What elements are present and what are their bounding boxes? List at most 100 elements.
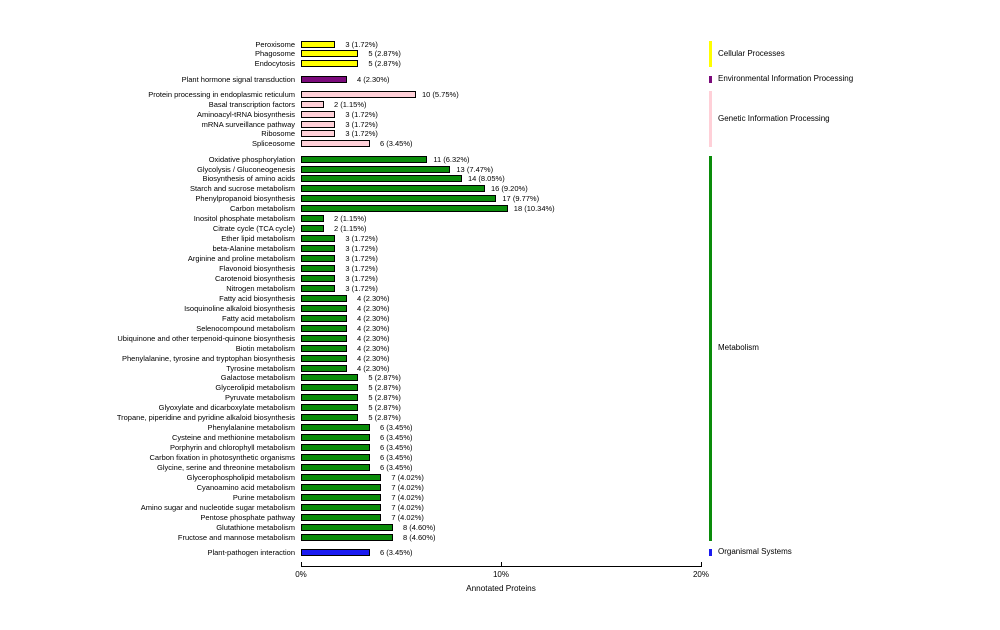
- pathway-bar: [301, 384, 359, 392]
- pathway-bar: [301, 274, 336, 282]
- pathway-label: Protein processing in endoplasmic reticu…: [148, 89, 295, 99]
- bar-value-label: 4 (2.30%): [357, 323, 390, 333]
- pathway-bar: [301, 120, 336, 128]
- pathway-bar: [301, 40, 336, 48]
- pathway-bar: [301, 255, 336, 263]
- bar-value-label: 7 (4.02%): [391, 512, 424, 522]
- x-axis-tick-0: [300, 561, 302, 568]
- pathway-bar: [301, 265, 336, 273]
- pathway-bar: [301, 493, 382, 501]
- pathway-label: Carbon fixation in photosynthetic organi…: [149, 453, 296, 463]
- pathway-label: Carotenoid biosynthesis: [214, 273, 295, 283]
- pathway-label: Cysteine and methionine metabolism: [172, 433, 295, 443]
- pathway-bar: [301, 324, 347, 332]
- bar-value-label: 3 (1.72%): [345, 119, 378, 129]
- pathway-label: Glutathione metabolism: [216, 522, 295, 532]
- pathway-label: Inositol phosphate metabolism: [193, 214, 295, 224]
- pathway-bar: [301, 503, 382, 511]
- pathway-bar: [301, 155, 428, 163]
- pathway-bar: [301, 235, 336, 243]
- bar-value-label: 17 (9.77%): [502, 194, 540, 204]
- pathway-bar: [301, 533, 393, 541]
- pathway-bar: [301, 464, 370, 472]
- pathway-bar: [301, 523, 393, 531]
- category-group-5: Plant-pathogen interaction 6 (3.45%) Organ…: [0, 547, 1000, 557]
- pathway-label: Endocytosis: [254, 59, 295, 69]
- bar-value-label: 7 (4.02%): [391, 502, 424, 512]
- x-axis-title: Annotated Proteins: [466, 584, 536, 593]
- x-tick-label-0: 0%: [295, 570, 307, 579]
- pathway-bar: [301, 434, 370, 442]
- pathway-label: Isoquinoline alkaloid biosynthesis: [184, 303, 295, 313]
- bar-value-label: 8 (4.60%): [403, 532, 436, 542]
- bar-value-label: 4 (2.30%): [357, 293, 390, 303]
- pathway-bar: [301, 394, 359, 402]
- bar-value-label: 6 (3.45%): [380, 433, 413, 443]
- pathway-label: Selenocompound metabolism: [196, 323, 295, 333]
- category-group-1: Peroxisome 3 (1.72%) Phagosome 5 (2.87%) End…: [0, 39, 1000, 69]
- legend-label: Environmental Information Processing: [718, 74, 854, 84]
- bar-value-label: 3 (1.72%): [345, 283, 378, 293]
- legend-label: Metabolism: [718, 343, 759, 353]
- pathway-label: Biotin metabolism: [235, 343, 295, 353]
- pathway-bar: [301, 90, 416, 98]
- pathway-bar: [301, 304, 347, 312]
- pathway-label: Glycolysis / Gluconeogenesis: [197, 164, 295, 174]
- pathway-bar: [301, 294, 347, 302]
- bar-value-label: 6 (3.45%): [380, 139, 413, 149]
- pathway-bar: [301, 414, 359, 422]
- bar-value-label: 3 (1.72%): [345, 264, 378, 274]
- bar-value-label: 4 (2.30%): [357, 353, 390, 363]
- pathway-label: Phenylalanine metabolism: [207, 423, 295, 433]
- legend-line: [709, 40, 712, 68]
- bar-value-label: 5 (2.87%): [368, 49, 401, 59]
- pathway-bar: [301, 130, 336, 138]
- category-group-3: Protein processing in endoplasmic reticu…: [0, 89, 1000, 149]
- bar-value-label: 13 (7.47%): [456, 164, 494, 174]
- pathway-label: Fatty acid metabolism: [222, 313, 295, 323]
- legend-line: [709, 75, 712, 83]
- pathway-label: Fructose and mannose metabolism: [177, 532, 295, 542]
- legend-line: [709, 548, 712, 556]
- pathway-bar: [301, 140, 370, 148]
- legend-label: Genetic Information Processing: [718, 114, 830, 124]
- pathway-label: Fatty acid biosynthesis: [219, 293, 295, 303]
- pathway-label: Glycerolipid metabolism: [215, 383, 295, 393]
- bar-value-label: 4 (2.30%): [357, 74, 390, 84]
- bar-value-label: 5 (2.87%): [368, 413, 401, 423]
- pathway-bar: [301, 364, 347, 372]
- bar-value-label: 4 (2.30%): [357, 303, 390, 313]
- pathway-bar: [301, 195, 497, 203]
- bar-value-label: 2 (1.15%): [334, 99, 367, 109]
- pathway-label: Porphyrin and chlorophyll metabolism: [169, 443, 295, 453]
- bar-value-label: 5 (2.87%): [368, 373, 401, 383]
- pathway-label: Purine metabolism: [232, 492, 295, 502]
- category-group-4: Oxidative phosphorylation 11 (6.32%) Glyco…: [0, 155, 1000, 542]
- pathway-bar: [301, 175, 462, 183]
- pathway-label: Plant hormone signal transduction: [181, 74, 295, 84]
- pathway-bar: [301, 165, 451, 173]
- bar-value-label: 7 (4.02%): [391, 492, 424, 502]
- bar-value-label: 5 (2.87%): [368, 59, 401, 69]
- bar-value-label: 4 (2.30%): [357, 313, 390, 323]
- pathway-bar: [301, 245, 336, 253]
- bar-value-label: 8 (4.60%): [403, 522, 436, 532]
- pathway-bar: [301, 50, 359, 58]
- pathway-label: beta-Alanine metabolism: [212, 244, 295, 254]
- pathway-label: Aminoacyl-tRNA biosynthesis: [197, 109, 295, 119]
- category-group-2: Plant hormone signal transduction 4 (2.30…: [0, 74, 1000, 84]
- bar-value-label: 4 (2.30%): [357, 363, 390, 373]
- bar-value-label: 3 (1.72%): [345, 244, 378, 254]
- pathway-bar: [301, 444, 370, 452]
- pathway-label: Flavonoid biosynthesis: [219, 264, 295, 274]
- pathway-bar: [301, 110, 336, 118]
- bar-value-label: 6 (3.45%): [380, 423, 413, 433]
- bar-value-label: 3 (1.72%): [345, 39, 378, 49]
- pathway-label: Cyanoamino acid metabolism: [196, 482, 295, 492]
- bar-value-label: 14 (8.05%): [468, 174, 505, 184]
- pathway-label: Glycine, serine and threonine metabolism: [157, 463, 295, 473]
- pathway-bar: [301, 454, 370, 462]
- bar-value-label: 4 (2.30%): [357, 343, 390, 353]
- pathway-label: Tyrosine metabolism: [226, 363, 295, 373]
- pathway-label: Pyruvate metabolism: [224, 393, 295, 403]
